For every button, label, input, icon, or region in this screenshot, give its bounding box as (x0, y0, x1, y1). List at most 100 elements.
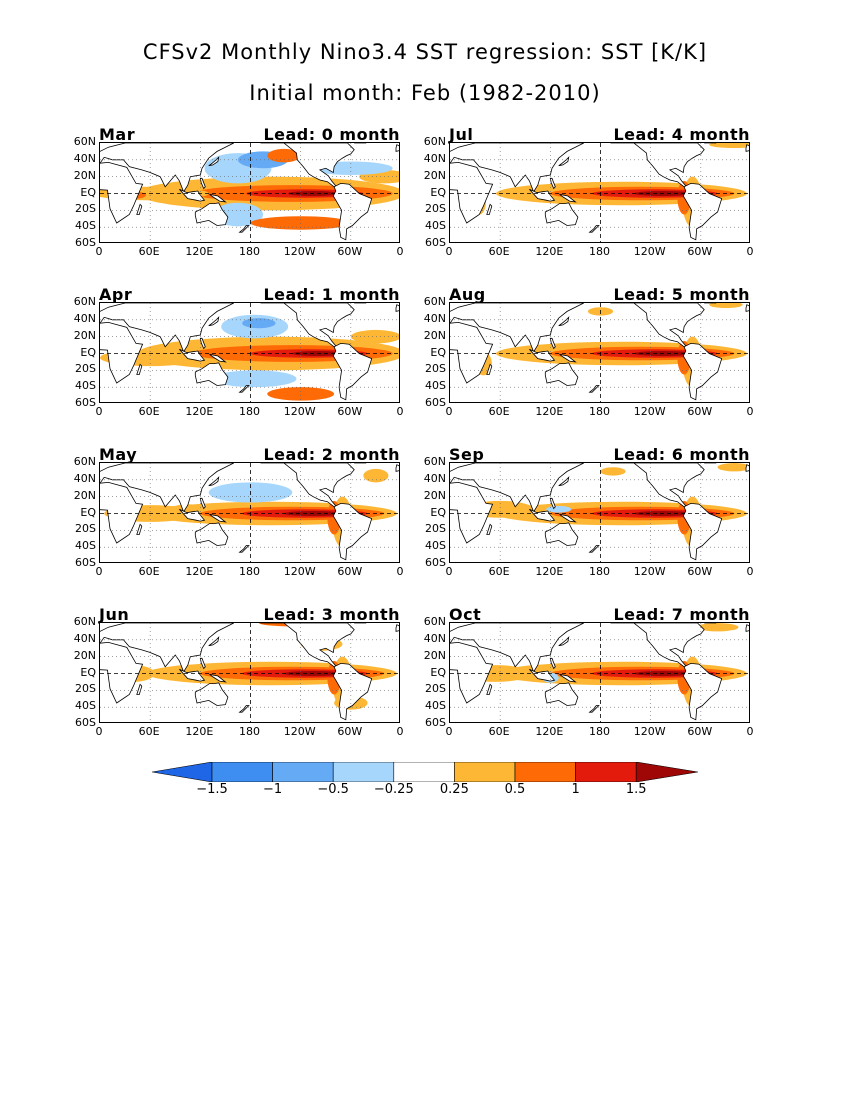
coastline-newguinea (559, 513, 577, 523)
coastline-newzealand (588, 705, 600, 713)
coastline-australia (194, 362, 229, 386)
x-tick-label: 120E (535, 725, 564, 738)
sst-map-svg (100, 623, 399, 722)
sst-map-svg (100, 143, 399, 242)
y-tick-label: 60N (73, 295, 96, 308)
coastline-japan (558, 636, 570, 647)
coastline-indonesia (529, 188, 556, 202)
colorbar-label: −1.5 (196, 782, 228, 797)
x-tick-label: 0 (445, 405, 453, 418)
coastline-namerica (260, 623, 355, 668)
anomaly-contour (709, 303, 743, 309)
map-panel: Jul Lead: 4 month 60N 40N 20N EQ 20S 40S 60S 0 60E… (424, 125, 754, 258)
coastline-uk (745, 304, 749, 312)
x-tick-label: 60E (488, 565, 510, 578)
coastline-samerica (332, 502, 373, 561)
coastline-namerica (260, 143, 355, 188)
coastline-uk (395, 624, 399, 632)
x-tick-label: 180 (239, 245, 260, 258)
y-tick-label: 20S (425, 522, 446, 536)
coastline-australia (194, 522, 229, 546)
colorbar-label: −1 (263, 782, 283, 797)
y-tick-label: 40N (73, 631, 96, 645)
coastline-philippines (549, 497, 556, 510)
map-panel: Aug Lead: 5 month 60N 40N 20N EQ 20S 40S 60S 0 60E… (424, 285, 754, 418)
anomaly-contour (696, 623, 739, 632)
panel-lead-label: Lead: 1 month (263, 285, 400, 304)
x-tick-label: 120W (633, 565, 666, 578)
y-tick-label: 20N (73, 488, 96, 502)
coastline-samerica (682, 662, 723, 721)
y-tick-label: 20N (423, 648, 446, 662)
colorbar-label: −0.25 (373, 782, 414, 797)
y-tick-label: 60N (73, 135, 96, 148)
x-tick-label: 180 (589, 405, 610, 418)
y-tick-label: EQ (80, 505, 96, 519)
y-tick-label: 60S (425, 396, 446, 409)
panel-lead-label: Lead: 4 month (613, 125, 750, 144)
x-tick-label: 0 (95, 725, 103, 738)
panel-lead-label: Lead: 3 month (263, 605, 400, 624)
sst-map-svg (450, 143, 749, 242)
x-tick-label: 180 (589, 565, 610, 578)
coastline-japan (208, 636, 220, 647)
coastline-madagascar (486, 203, 493, 215)
coastline-samerica (332, 182, 373, 241)
coastline-samerica (332, 342, 373, 401)
x-tick-label: 60W (687, 245, 713, 258)
coastline-africa (450, 641, 494, 704)
panel-lead-label: Lead: 5 month (613, 285, 750, 304)
y-tick-label: 20S (75, 202, 96, 216)
colorbar-swatch (514, 761, 576, 783)
anomaly-contour (600, 467, 626, 476)
y-tick-label: 60S (75, 396, 96, 409)
sst-map (449, 142, 750, 243)
panel-month-label: Jun (99, 605, 130, 624)
panel-lead-label: Lead: 7 month (613, 605, 750, 624)
sst-map (449, 622, 750, 723)
x-tick-label: 60E (488, 405, 510, 418)
coastline-uk (395, 144, 399, 152)
sst-map (449, 302, 750, 403)
x-tick-label: 0 (445, 565, 453, 578)
x-tick-label: 120W (283, 405, 316, 418)
y-tick-label: 40N (423, 471, 446, 485)
sst-map-svg (100, 463, 399, 562)
y-tick-label: 20S (75, 682, 96, 696)
x-tick-label: 60E (488, 725, 510, 738)
anomaly-contour (212, 370, 297, 388)
colorbar-label: 0.25 (439, 782, 469, 797)
map-panel: Apr Lead: 1 month 60N 40N 20N EQ 20S 40S 60S 0 60E… (74, 285, 404, 418)
y-tick-label: 40N (423, 151, 446, 165)
y-tick-label: EQ (80, 665, 96, 679)
sst-map-svg (450, 623, 749, 722)
y-tick-label: 20S (75, 362, 96, 376)
coastline-madagascar (136, 363, 143, 375)
coastline-japan (558, 476, 570, 487)
panel-lead-label: Lead: 0 month (263, 125, 400, 144)
x-tick-label: 0 (746, 405, 754, 418)
x-tick-label: 0 (396, 405, 404, 418)
coastline-namerica (610, 463, 705, 508)
coastline-philippines (549, 657, 556, 670)
y-tick-label: 40S (75, 379, 96, 393)
sst-map-svg (450, 303, 749, 402)
coastline-indonesia (529, 668, 556, 682)
coastline-newzealand (238, 385, 250, 393)
y-tick-label: 20N (423, 328, 446, 342)
y-tick-label: EQ (430, 505, 446, 519)
x-tick-label: 0 (746, 725, 754, 738)
coastline-africa (450, 481, 494, 544)
x-tick-label: 0 (396, 245, 404, 258)
colorbar-swatch (211, 761, 273, 783)
x-tick-label: 180 (589, 245, 610, 258)
x-tick-label: 0 (95, 405, 103, 418)
y-tick-label: EQ (430, 665, 446, 679)
coastline-uk (745, 144, 749, 152)
coastline-madagascar (486, 363, 493, 375)
sst-map (99, 462, 400, 563)
x-tick-label: 60E (138, 565, 160, 578)
y-tick-label: 20N (73, 168, 96, 182)
y-tick-label: 20N (73, 328, 96, 342)
anomaly-contour (267, 148, 301, 163)
